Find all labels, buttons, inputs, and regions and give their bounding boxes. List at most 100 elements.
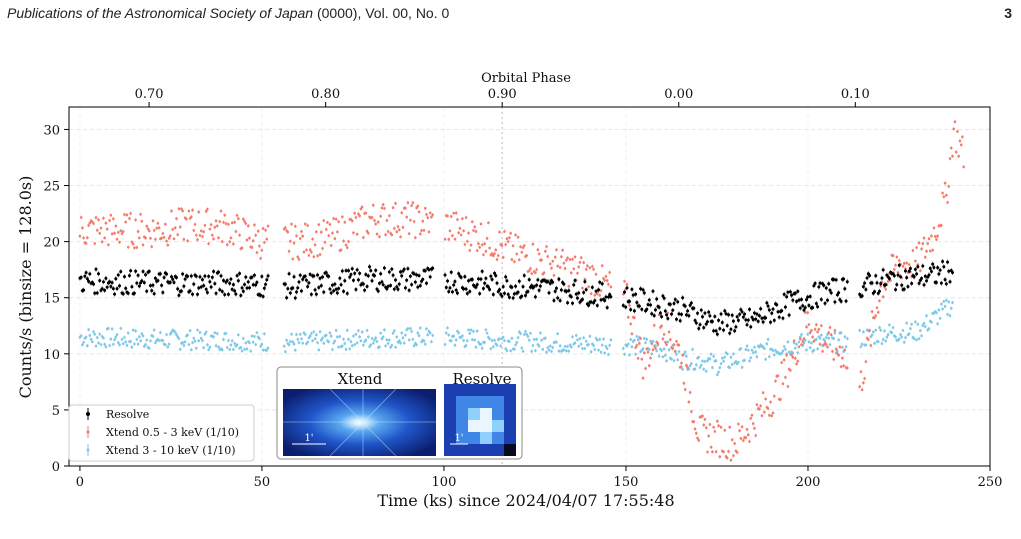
data-point bbox=[394, 202, 397, 205]
data-point bbox=[818, 342, 822, 346]
data-point bbox=[791, 351, 795, 355]
data-point bbox=[518, 258, 521, 262]
data-point bbox=[795, 362, 798, 366]
data-point bbox=[415, 343, 418, 347]
data-point bbox=[367, 231, 370, 235]
data-point bbox=[97, 218, 100, 221]
data-point bbox=[629, 308, 633, 312]
data-point bbox=[760, 316, 764, 320]
data-point bbox=[729, 458, 733, 462]
data-point bbox=[118, 343, 121, 347]
data-point bbox=[503, 339, 506, 342]
data-point bbox=[795, 299, 799, 303]
data-point bbox=[780, 361, 784, 364]
data-point bbox=[422, 339, 426, 343]
data-point bbox=[510, 258, 514, 261]
data-point bbox=[191, 208, 194, 212]
data-point bbox=[595, 292, 599, 296]
data-point bbox=[94, 344, 98, 348]
data-point bbox=[300, 337, 303, 341]
data-point bbox=[108, 344, 111, 347]
data-point bbox=[261, 227, 265, 230]
data-point bbox=[367, 335, 370, 339]
data-point bbox=[925, 249, 928, 253]
data-point bbox=[315, 333, 318, 337]
data-point bbox=[556, 332, 559, 336]
data-point bbox=[794, 356, 797, 360]
data-point bbox=[385, 338, 389, 342]
data-point bbox=[507, 295, 511, 299]
data-point bbox=[386, 284, 390, 288]
legend-resolve: Resolve bbox=[106, 408, 149, 421]
data-point bbox=[858, 385, 861, 389]
data-point bbox=[103, 342, 106, 346]
data-point bbox=[94, 216, 98, 219]
data-point bbox=[524, 330, 527, 333]
data-point bbox=[312, 274, 316, 278]
data-point bbox=[230, 339, 234, 343]
data-point bbox=[316, 273, 320, 277]
data-point bbox=[129, 212, 132, 215]
data-point bbox=[170, 209, 173, 213]
data-point bbox=[703, 311, 707, 315]
data-point bbox=[406, 201, 410, 204]
data-point bbox=[161, 339, 165, 342]
data-point bbox=[753, 345, 756, 349]
data-point bbox=[412, 344, 416, 348]
data-point bbox=[140, 219, 144, 223]
data-point bbox=[431, 334, 434, 337]
data-point bbox=[831, 350, 834, 353]
data-point bbox=[942, 300, 946, 303]
data-point bbox=[859, 370, 863, 374]
data-point bbox=[286, 287, 290, 291]
data-point bbox=[216, 332, 219, 335]
data-point bbox=[573, 341, 577, 345]
data-point bbox=[501, 335, 505, 339]
data-point bbox=[328, 223, 332, 226]
data-point bbox=[265, 237, 269, 241]
data-point bbox=[490, 339, 494, 342]
data-point bbox=[86, 344, 89, 348]
resolve-scale-label: 1' bbox=[454, 433, 463, 444]
data-point bbox=[939, 281, 943, 285]
data-point bbox=[292, 241, 296, 245]
data-point bbox=[364, 338, 368, 342]
data-point bbox=[196, 328, 199, 332]
data-point bbox=[382, 266, 386, 270]
data-point bbox=[339, 248, 343, 252]
data-point bbox=[217, 270, 221, 274]
data-point bbox=[525, 254, 529, 257]
data-point bbox=[784, 375, 787, 379]
data-point bbox=[182, 344, 186, 347]
data-point bbox=[664, 340, 667, 344]
data-point bbox=[609, 338, 613, 342]
data-point bbox=[926, 275, 930, 279]
data-point bbox=[110, 232, 114, 236]
data-point bbox=[307, 281, 311, 285]
data-point bbox=[914, 320, 917, 324]
data-point bbox=[902, 340, 906, 344]
data-point bbox=[204, 210, 208, 213]
data-point bbox=[771, 349, 775, 352]
data-point bbox=[194, 346, 198, 350]
data-point bbox=[633, 316, 636, 319]
data-point bbox=[583, 280, 587, 284]
data-point bbox=[297, 280, 301, 284]
data-point bbox=[577, 291, 581, 295]
data-point bbox=[896, 273, 900, 277]
data-point bbox=[722, 450, 725, 454]
data-point bbox=[331, 231, 334, 235]
data-point bbox=[241, 289, 245, 293]
data-point bbox=[312, 330, 316, 334]
data-point bbox=[253, 335, 256, 338]
data-point bbox=[587, 343, 590, 346]
resolve-pixel bbox=[492, 396, 504, 408]
data-point bbox=[394, 278, 398, 282]
data-point bbox=[575, 296, 579, 300]
data-point bbox=[829, 333, 833, 337]
data-point bbox=[365, 229, 369, 233]
data-point bbox=[219, 209, 223, 213]
resolve-pixel bbox=[456, 420, 468, 432]
data-point bbox=[536, 248, 540, 252]
x-tick-label: 250 bbox=[978, 475, 1003, 490]
